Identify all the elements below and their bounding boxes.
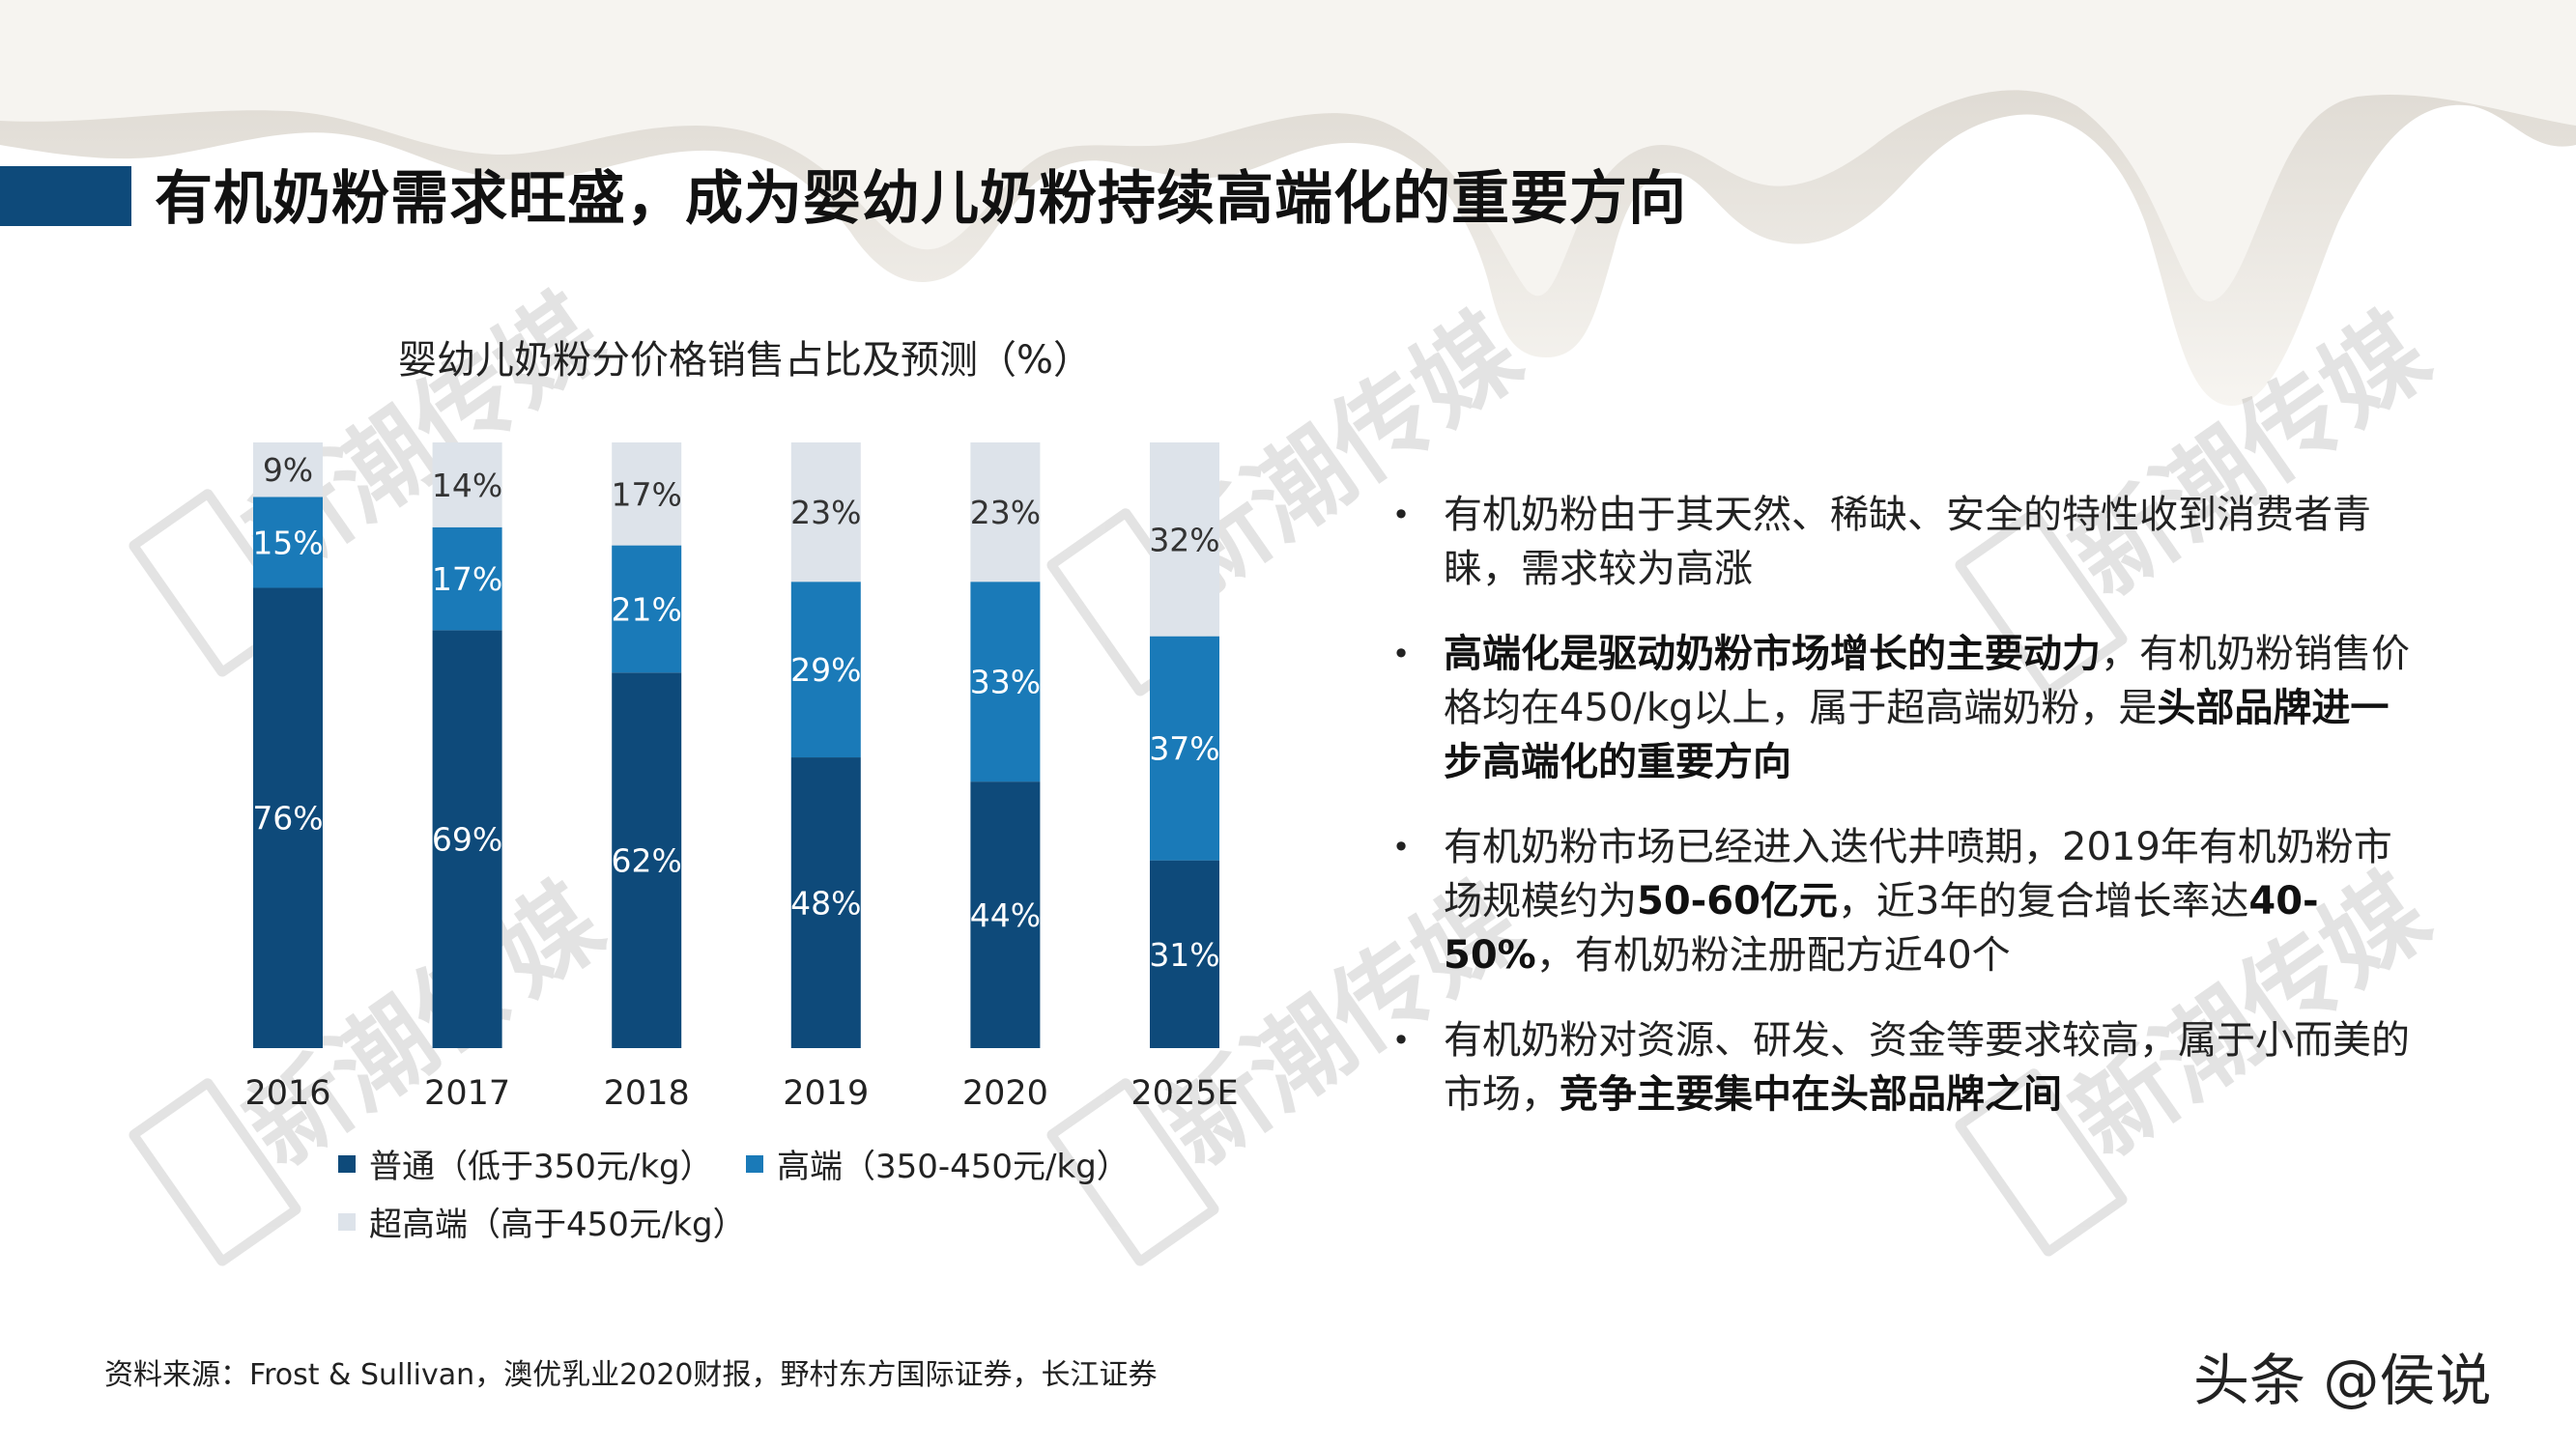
bar-segment-high-end	[253, 497, 323, 588]
data-label: 44%	[970, 896, 1041, 934]
data-label: 9%	[263, 451, 313, 489]
legend-label-regular: 普通（低于350元/kg）	[369, 1148, 713, 1186]
data-label: 15%	[252, 524, 323, 561]
x-tick-label: 2019	[783, 1074, 869, 1113]
bullet-text-bold: 高端化是驱动奶粉市场增长的主要动力	[1444, 632, 2101, 676]
bar-segment-regular	[790, 757, 861, 1048]
bullet-list: • 有机奶粉由于其天然、稀缺、安全的特性收到消费者青睐，需求较为高涨 • 高端化…	[1382, 488, 2425, 1152]
x-tick-label: 2017	[424, 1074, 510, 1113]
legend-item-super-high-end: 超高端（高于450元/kg）	[338, 1198, 746, 1245]
x-tick-label: 2018	[604, 1074, 690, 1113]
bullet-marker: •	[1391, 636, 1411, 672]
legend-item-high-end: 高端（350-450元/kg）	[746, 1140, 1130, 1187]
legend-swatch-regular	[338, 1154, 356, 1173]
data-label: 48%	[790, 885, 861, 923]
bar-segment-high-end	[432, 526, 502, 631]
bar-segment-high-end	[970, 582, 1041, 782]
bullet-text-bold: 50-60亿元	[1637, 879, 1838, 923]
chart-title: 婴幼儿奶粉分价格销售占比及预测（%）	[398, 338, 1093, 383]
bullet-text: ，有机奶粉销售价格均在450/kg以上，属于超高端奶粉，是	[1444, 632, 2410, 730]
legend-swatch-high-end	[746, 1154, 763, 1173]
bullet-text: 有机奶粉对资源、研发、资金等要求较高，属于小而美的市场，	[1444, 1018, 2410, 1117]
bullet-item: • 高端化是驱动奶粉市场增长的主要动力，有机奶粉销售价格均在450/kg以上，属…	[1382, 627, 2425, 789]
footer-logo: 头条 @侯说	[2193, 1314, 2551, 1420]
data-label: 17%	[612, 475, 682, 513]
data-label: 33%	[970, 664, 1041, 701]
title-accent-bar	[0, 166, 131, 226]
bar-segment-super-high-end	[970, 442, 1041, 582]
bar-segment-high-end	[1150, 636, 1219, 861]
data-label: 31%	[1149, 936, 1219, 974]
legend-label-high-end: 高端（350-450元/kg）	[777, 1148, 1130, 1186]
bar-segment-high-end	[790, 582, 861, 758]
data-label: 29%	[790, 651, 861, 689]
bar-segment-super-high-end	[253, 442, 323, 497]
bullet-marker: •	[1391, 829, 1411, 866]
legend-swatch-super-high-end	[338, 1212, 356, 1231]
legend-label-super-high-end: 超高端（高于450元/kg）	[369, 1206, 746, 1244]
data-label: 62%	[612, 842, 682, 880]
page-title: 有机奶粉需求旺盛，成为婴幼儿奶粉持续高端化的重要方向	[155, 165, 1687, 233]
bullet-text: ，有机奶粉注册配方近40个	[1535, 933, 2011, 978]
bar-segment-super-high-end	[432, 442, 502, 527]
legend-item-regular: 普通（低于350元/kg）	[338, 1140, 713, 1187]
bullet-item: • 有机奶粉由于其天然、稀缺、安全的特性收到消费者青睐，需求较为高涨	[1382, 488, 2425, 596]
bar-segment-super-high-end	[612, 442, 682, 546]
data-label: 17%	[432, 560, 502, 598]
bar-segment-regular	[432, 630, 502, 1048]
bullet-item: • 有机奶粉市场已经进入迭代井喷期，2019年有机奶粉市场规模约为50-60亿元…	[1382, 820, 2425, 982]
milk-splash-background	[0, 0, 2576, 502]
data-label: 14%	[432, 467, 502, 504]
data-label: 23%	[970, 494, 1041, 531]
bullet-text: 有机奶粉市场已经进入迭代井喷期，2019年有机奶粉市场规模约为	[1444, 825, 2392, 923]
bar-segment-regular	[970, 781, 1041, 1048]
data-label: 23%	[790, 494, 861, 531]
bullet-text-bold: 40-50%	[1444, 879, 2319, 978]
bullet-item: • 有机奶粉对资源、研发、资金等要求较高，属于小而美的市场，竞争主要集中在头部品…	[1382, 1013, 2425, 1122]
footer-text: 头条 @侯说	[2193, 1348, 2492, 1413]
bullet-text-bold: 头部品牌进一步高端化的重要方向	[1444, 686, 2390, 784]
bar-segment-regular	[612, 672, 682, 1048]
bullet-marker: •	[1391, 497, 1411, 533]
data-label: 69%	[432, 821, 502, 859]
data-label: 21%	[612, 590, 682, 628]
bar-segment-high-end	[612, 545, 682, 673]
data-label: 76%	[252, 800, 323, 838]
data-label: 37%	[1149, 730, 1219, 768]
bullet-text: ，近3年的复合增长率达	[1837, 879, 2249, 923]
bar-segment-regular	[253, 587, 323, 1048]
bullet-text: 有机奶粉由于其天然、稀缺、安全的特性收到消费者青睐，需求较为高涨	[1444, 493, 2371, 591]
x-tick-label: 2020	[962, 1074, 1048, 1113]
x-tick-label: 2016	[244, 1074, 330, 1113]
source-note: 资料来源：Frost & Sullivan，澳优乳业2020财报，野村东方国际证…	[104, 1358, 1158, 1392]
bar-segment-super-high-end	[1150, 442, 1219, 637]
bullet-text-bold: 竞争主要集中在头部品牌之间	[1560, 1072, 2062, 1117]
bullet-marker: •	[1391, 1022, 1411, 1059]
bar-segment-super-high-end	[790, 442, 861, 582]
bar-segment-regular	[1150, 860, 1219, 1048]
data-label: 32%	[1149, 521, 1219, 558]
x-tick-label: 2025E	[1131, 1074, 1238, 1113]
